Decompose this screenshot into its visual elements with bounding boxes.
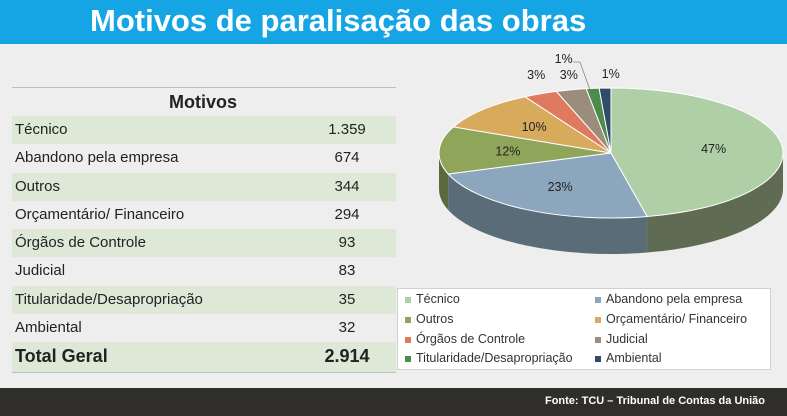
pie-slice-abandono: [447, 152, 648, 219]
pie-chart: 47% 23% 12%10% 3% 3% 1% 1%: [438, 52, 784, 254]
page-title: Motivos de paralisação das obras: [90, 3, 587, 38]
row-label: Titularidade/Desapropriação: [15, 290, 203, 308]
legend-label: Órgãos de Controle: [416, 332, 526, 346]
row-value: 83: [338, 262, 356, 280]
row-label: Orçamentário/ Financeiro: [15, 205, 185, 223]
motivos-table: Motivos Técnico 1.359 Abandono pela empr…: [12, 88, 396, 374]
legend-label: Orçamentário/ Financeiro: [606, 312, 748, 326]
row-label: Judicial: [15, 262, 66, 280]
pie-side-tecnico: [647, 153, 783, 253]
legend-swatch: [405, 297, 411, 303]
legend-label: Abandono pela empresa: [606, 292, 743, 306]
title-banner: Motivos de paralisação das obras: [0, 0, 787, 44]
pie-label-abandono: 23%: [548, 180, 573, 194]
row-value: 93: [338, 234, 356, 252]
source-note: Fonte: TCU – Tribunal de Contas da União: [544, 395, 765, 407]
pie-slice-orcamentario: [452, 96, 612, 154]
row-value: 674: [334, 149, 360, 167]
legend-swatch: [595, 356, 601, 362]
pie-slice-outros: [438, 126, 612, 175]
legend-swatch: [405, 317, 411, 323]
leader-line: [573, 61, 591, 91]
pie-label-orgaos: 3%: [527, 68, 545, 82]
table-row: Ambiental 32: [12, 314, 396, 342]
table-row: Órgãos de Controle 93: [12, 229, 396, 258]
row-label: Ambiental: [15, 319, 82, 337]
chart-legend: Técnico Abandono pela empresa Outros Orç…: [397, 288, 771, 370]
legend-label: Ambiental: [606, 351, 662, 365]
pie-label-ambiental: 1%: [602, 67, 620, 81]
legend-label: Outros: [416, 312, 454, 326]
table-header: Motivos: [12, 88, 396, 116]
table-row: Outros 344: [12, 172, 396, 201]
table-row: Orçamentário/ Financeiro 294: [12, 201, 396, 229]
row-value: 35: [338, 290, 356, 308]
table-row: Abandono pela empresa 674: [12, 144, 396, 172]
pie-label-orcamentario: 10%: [522, 120, 547, 134]
legend-swatch: [595, 297, 601, 303]
pie-side-abandono: [448, 173, 648, 254]
pie-label-outros: 12%: [495, 144, 520, 158]
pie-label-titularidade: 1%: [555, 52, 573, 66]
legend-label: Técnico: [416, 292, 460, 306]
row-label: Técnico: [15, 121, 68, 138]
row-value: 1.359: [328, 121, 366, 138]
table-row: Judicial 83: [12, 257, 396, 285]
table-header-label: Motivos: [169, 92, 238, 112]
footer-bar: Fonte: TCU – Tribunal de Contas da União: [0, 388, 787, 416]
table-total-row: Total Geral 2.914: [12, 342, 396, 374]
row-label: Órgãos de Controle: [15, 234, 146, 252]
total-label: Total Geral: [15, 346, 108, 367]
row-value: 294: [334, 205, 360, 223]
table-top-rule: [12, 87, 396, 88]
legend-swatch: [405, 337, 411, 343]
pie-label-judicial: 3%: [560, 68, 578, 82]
legend-label: Titularidade/Desapropriação: [416, 351, 573, 365]
row-label: Outros: [15, 177, 61, 195]
legend-swatch: [405, 356, 411, 362]
legend-swatch: [595, 337, 601, 343]
legend-label: Judicial: [606, 332, 648, 346]
total-value: 2.914: [324, 346, 370, 367]
legend-swatch: [595, 317, 601, 323]
pie-slice-ambiental: [598, 87, 612, 154]
pie-side-outros: [439, 153, 449, 210]
table-row: Titularidade/Desapropriação 35: [12, 285, 396, 315]
row-label: Abandono pela empresa: [15, 149, 179, 167]
pie-label-tecnico: 47%: [701, 142, 726, 156]
pie-slice-tecnico: [610, 87, 784, 218]
row-value: 344: [334, 177, 360, 195]
table-row: Técnico 1.359: [12, 116, 396, 145]
row-value: 32: [338, 319, 356, 337]
